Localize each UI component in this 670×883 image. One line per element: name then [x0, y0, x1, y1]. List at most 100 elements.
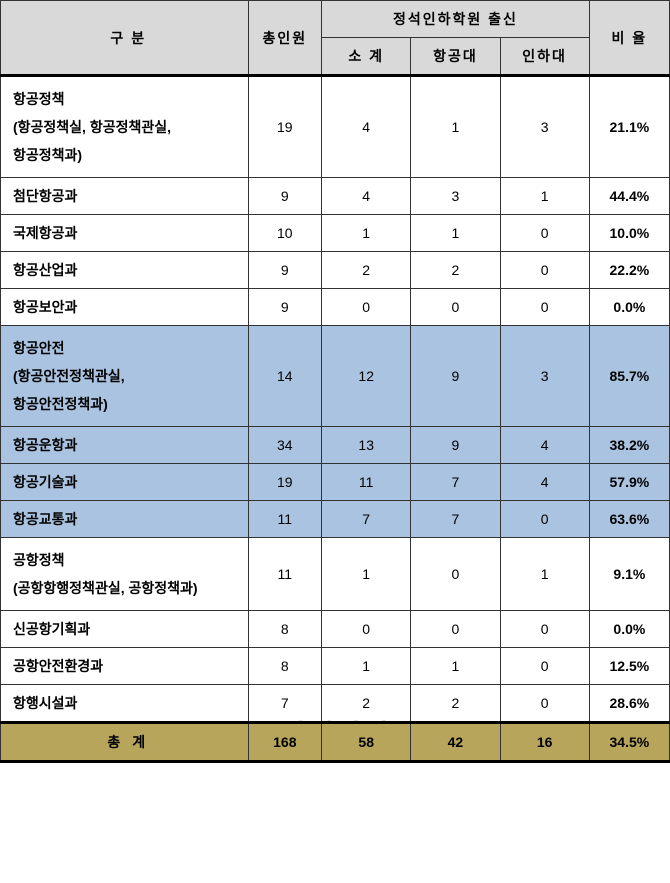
- row-label: 항공교통과: [1, 501, 249, 538]
- row-ratio: 0.0%: [589, 611, 669, 648]
- header-alumni-group: 정석인하학원 출신: [322, 1, 590, 38]
- row-label: 항공운항과: [1, 427, 249, 464]
- table-row: 항공기술과19117457.9%: [1, 464, 670, 501]
- row-subtotal: 2: [322, 685, 411, 723]
- table-row: 항공교통과1177063.6%: [1, 501, 670, 538]
- row-inha: 0: [500, 685, 589, 723]
- table-header: 구 분 총인원 정석인하학원 출신 비 율 소 계 항공대 인하대: [1, 1, 670, 76]
- total-subtotal: 58: [322, 723, 411, 762]
- row-label: 항공정책(항공정책실, 항공정책관실,항공정책과): [1, 76, 249, 178]
- statistics-table: 구 분 총인원 정석인하학원 출신 비 율 소 계 항공대 인하대 항공정책(항…: [0, 0, 670, 763]
- row-subtotal: 1: [322, 538, 411, 611]
- row-ratio: 0.0%: [589, 289, 669, 326]
- table-row: 항공안전(항공안전정책관실,항공안전정책과)14129385.7%: [1, 326, 670, 427]
- row-aviation: 2: [411, 685, 500, 723]
- row-total: 9: [248, 289, 322, 326]
- total-inha: 16: [500, 723, 589, 762]
- table-row: 공항정책(공항항행정책관실, 공항정책과)111019.1%: [1, 538, 670, 611]
- total-label: 총 계: [1, 723, 249, 762]
- row-total: 8: [248, 611, 322, 648]
- row-inha: 0: [500, 289, 589, 326]
- table-row: 항공보안과90000.0%: [1, 289, 670, 326]
- row-aviation: 9: [411, 326, 500, 427]
- row-subtotal: 0: [322, 611, 411, 648]
- row-inha: 3: [500, 326, 589, 427]
- row-aviation: 1: [411, 76, 500, 178]
- row-label: 공항안전환경과: [1, 648, 249, 685]
- row-inha: 0: [500, 252, 589, 289]
- row-total: 9: [248, 252, 322, 289]
- table-row: 항공산업과922022.2%: [1, 252, 670, 289]
- total-row: 총 계16858421634.5%: [1, 723, 670, 762]
- row-total: 11: [248, 538, 322, 611]
- row-total: 8: [248, 648, 322, 685]
- row-aviation: 7: [411, 464, 500, 501]
- table-row: 공항안전환경과811012.5%: [1, 648, 670, 685]
- row-ratio: 57.9%: [589, 464, 669, 501]
- total-aviation: 42: [411, 723, 500, 762]
- table-row: 국제항공과1011010.0%: [1, 215, 670, 252]
- row-ratio: 85.7%: [589, 326, 669, 427]
- row-total: 7: [248, 685, 322, 723]
- row-ratio: 38.2%: [589, 427, 669, 464]
- row-subtotal: 1: [322, 215, 411, 252]
- row-subtotal: 4: [322, 178, 411, 215]
- row-ratio: 9.1%: [589, 538, 669, 611]
- row-inha: 0: [500, 648, 589, 685]
- row-subtotal: 12: [322, 326, 411, 427]
- row-aviation: 3: [411, 178, 500, 215]
- row-total: 19: [248, 464, 322, 501]
- row-aviation: 0: [411, 538, 500, 611]
- row-aviation: 9: [411, 427, 500, 464]
- row-total: 14: [248, 326, 322, 427]
- header-category: 구 분: [1, 1, 249, 76]
- row-aviation: 7: [411, 501, 500, 538]
- total-total: 168: [248, 723, 322, 762]
- table-row: 항공운항과34139438.2%: [1, 427, 670, 464]
- row-subtotal: 0: [322, 289, 411, 326]
- row-aviation: 0: [411, 289, 500, 326]
- row-subtotal: 13: [322, 427, 411, 464]
- row-subtotal: 4: [322, 76, 411, 178]
- row-label: 항공기술과: [1, 464, 249, 501]
- table-body: 항공정책(항공정책실, 항공정책관실,항공정책과)1941321.1%첨단항공과…: [1, 76, 670, 762]
- row-ratio: 63.6%: [589, 501, 669, 538]
- table-row: 신공항기획과80000.0%: [1, 611, 670, 648]
- row-ratio: 12.5%: [589, 648, 669, 685]
- header-inha-univ: 인하대: [500, 38, 589, 76]
- row-total: 10: [248, 215, 322, 252]
- row-inha: 1: [500, 178, 589, 215]
- row-label: 첨단항공과: [1, 178, 249, 215]
- row-inha: 3: [500, 76, 589, 178]
- row-label: 공항정책(공항항행정책관실, 공항정책과): [1, 538, 249, 611]
- row-label: 신공항기획과: [1, 611, 249, 648]
- row-aviation: 1: [411, 215, 500, 252]
- row-subtotal: 2: [322, 252, 411, 289]
- row-label: 항공안전(항공안전정책관실,항공안전정책과): [1, 326, 249, 427]
- row-aviation: 2: [411, 252, 500, 289]
- header-aviation-univ: 항공대: [411, 38, 500, 76]
- header-subtotal: 소 계: [322, 38, 411, 76]
- table-row: 첨단항공과943144.4%: [1, 178, 670, 215]
- table-row: 항행시설과722028.6%: [1, 685, 670, 723]
- row-label: 국제항공과: [1, 215, 249, 252]
- row-total: 19: [248, 76, 322, 178]
- row-aviation: 0: [411, 611, 500, 648]
- row-inha: 4: [500, 464, 589, 501]
- row-ratio: 22.2%: [589, 252, 669, 289]
- total-ratio: 34.5%: [589, 723, 669, 762]
- row-aviation: 1: [411, 648, 500, 685]
- row-total: 9: [248, 178, 322, 215]
- row-subtotal: 11: [322, 464, 411, 501]
- table-row: 항공정책(항공정책실, 항공정책관실,항공정책과)1941321.1%: [1, 76, 670, 178]
- row-total: 34: [248, 427, 322, 464]
- row-inha: 1: [500, 538, 589, 611]
- row-subtotal: 1: [322, 648, 411, 685]
- row-inha: 0: [500, 215, 589, 252]
- header-total: 총인원: [248, 1, 322, 76]
- row-inha: 0: [500, 611, 589, 648]
- row-label: 항공보안과: [1, 289, 249, 326]
- row-ratio: 21.1%: [589, 76, 669, 178]
- row-inha: 4: [500, 427, 589, 464]
- row-label: 항행시설과: [1, 685, 249, 723]
